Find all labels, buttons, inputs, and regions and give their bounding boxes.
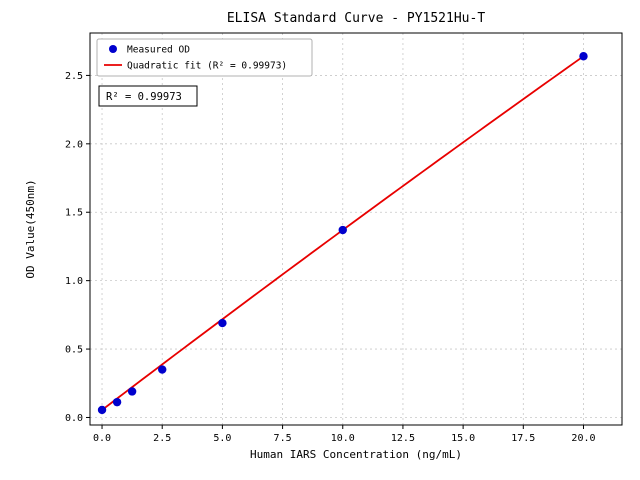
y-tick-label: 0.5 xyxy=(65,345,83,356)
x-tick-label: 17.5 xyxy=(511,433,535,444)
plot-frame xyxy=(89,32,623,426)
x-tick-label: 2.5 xyxy=(153,433,171,444)
data-point xyxy=(338,225,347,235)
annotation-box xyxy=(98,85,198,107)
y-tick-label: 2.0 xyxy=(65,139,83,150)
data-points xyxy=(97,52,588,415)
x-tick-label: 20.0 xyxy=(571,433,595,444)
legend-label: Quadratic fit (R² = 0.99973) xyxy=(127,61,287,72)
y-tick-label: 2.5 xyxy=(65,71,83,82)
y-axis-label: OD Value(450nm) xyxy=(24,179,37,278)
x-tick-label: 10.0 xyxy=(331,433,355,444)
data-point xyxy=(218,318,227,328)
data-point xyxy=(97,405,107,415)
legend: Measured OD Quadratic fit (R² = 0.99973) xyxy=(96,38,313,77)
annotation-text: R² = 0.99973 xyxy=(106,91,182,103)
x-tick-label: 5.0 xyxy=(213,433,231,444)
chart-title: ELISA Standard Curve - PY1521Hu-T xyxy=(227,11,485,26)
r-squared-annotation: R² = 0.99973 xyxy=(98,85,198,107)
data-point xyxy=(127,387,137,396)
y-tick-label: 1.0 xyxy=(65,276,83,287)
data-point xyxy=(112,397,122,407)
x-axis-label: Human IARS Concentration (ng/mL) xyxy=(250,448,462,461)
data-point xyxy=(158,365,167,374)
x-tick-label: 15.0 xyxy=(451,433,475,444)
legend-box xyxy=(96,38,313,77)
x-tick-label: 0.0 xyxy=(93,433,111,444)
y-tick-label: 0.0 xyxy=(65,413,83,424)
x-tick-label: 12.5 xyxy=(391,433,415,444)
data-point xyxy=(579,52,588,61)
x-axis: 0.0 2.5 5.0 7.5 10.0 12.5 15.0 17.5 20.0 xyxy=(93,425,596,444)
legend-label: Measured OD xyxy=(127,45,190,56)
legend-marker-icon xyxy=(109,45,117,53)
x-tick-label: 7.5 xyxy=(274,433,292,444)
y-axis: 0.0 0.5 1.0 1.5 2.0 2.5 xyxy=(65,71,90,424)
y-tick-label: 1.5 xyxy=(65,208,83,219)
